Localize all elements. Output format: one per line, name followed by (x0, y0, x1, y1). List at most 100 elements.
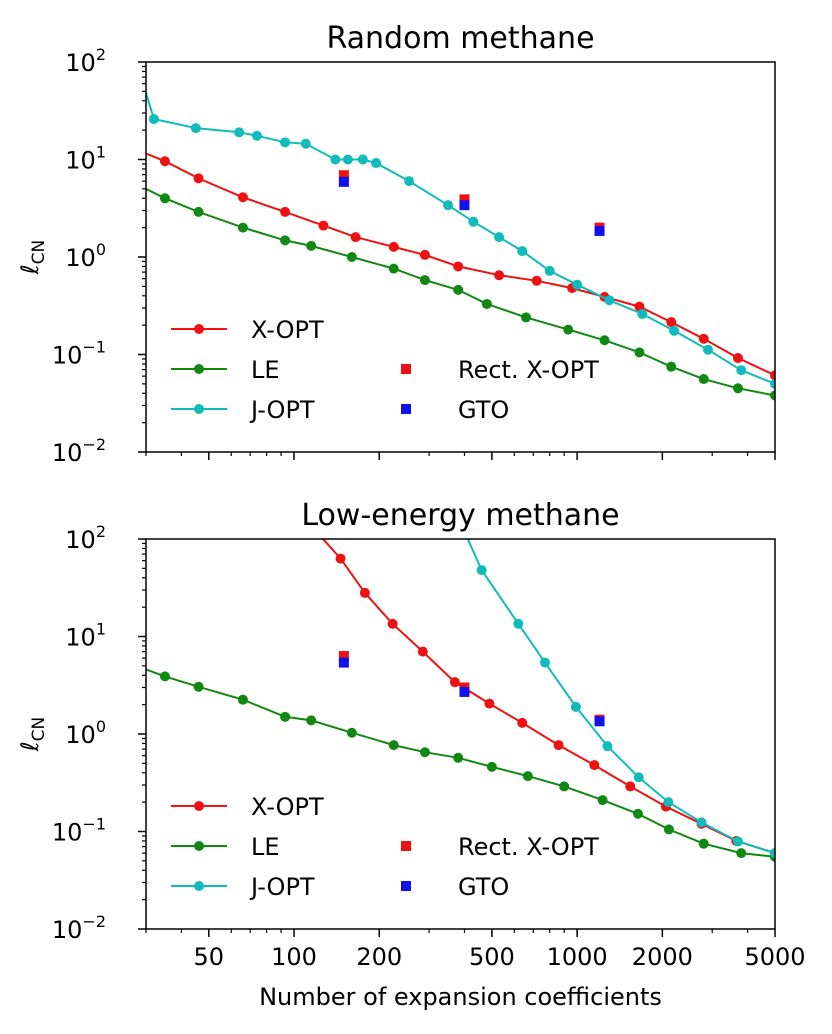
data-point (736, 848, 747, 859)
legend-item: Rect. X-OPT (401, 356, 599, 384)
data-point (539, 657, 550, 668)
data-point (698, 374, 709, 385)
data-point (190, 123, 201, 134)
legend-marker (194, 324, 204, 334)
data-point (633, 772, 644, 783)
x-tick-label: 200 (356, 943, 402, 971)
data-point (572, 279, 583, 290)
legend-label: J-OPT (249, 873, 315, 901)
y-tick-label: 10−2 (52, 435, 106, 467)
data-point (159, 156, 170, 167)
data-point (357, 154, 368, 165)
data-point (476, 565, 487, 576)
data-point (338, 651, 349, 662)
data-point (388, 241, 399, 252)
legend-item: X-OPT (171, 793, 324, 821)
data-point (770, 390, 775, 401)
legend-item: X-OPT (171, 316, 324, 344)
legend-item: Rect. X-OPT (401, 833, 599, 861)
data-point (486, 761, 497, 772)
y-tick-label: 100 (65, 717, 106, 749)
data-point (732, 383, 743, 394)
y-tick-label: 10−2 (52, 912, 106, 944)
data-point (544, 265, 555, 276)
series-line (466, 539, 775, 855)
data-point (513, 618, 524, 629)
y-tick-label: 10−1 (52, 815, 106, 847)
legend-marker (194, 404, 204, 414)
data-point (338, 170, 349, 181)
data-point (419, 249, 430, 260)
data-point (594, 716, 605, 727)
data-point (237, 192, 248, 203)
legend-label: X-OPT (251, 316, 324, 344)
legend: X-OPT LE J-OPT Rect. X-OPT GTO (171, 793, 599, 901)
data-point (237, 222, 248, 233)
data-point (318, 220, 329, 231)
data-point (449, 677, 460, 688)
data-point (346, 252, 357, 262)
data-point (148, 114, 159, 125)
data-point (419, 275, 430, 286)
legend-label: GTO (458, 396, 509, 424)
data-point (597, 795, 608, 806)
data-point (342, 154, 353, 165)
data-point (252, 130, 263, 141)
data-point (625, 781, 636, 792)
data-point (459, 194, 470, 205)
x-axis-label: Number of expansion coefficients (259, 983, 662, 1011)
data-point (522, 771, 533, 782)
legend-label: LE (251, 833, 280, 861)
data-point (770, 378, 775, 389)
data-point (666, 317, 677, 328)
data-point (770, 848, 775, 859)
plot-area (146, 92, 775, 401)
data-point (280, 235, 291, 246)
data-point (481, 298, 492, 309)
series-le (146, 188, 775, 401)
data-point (732, 353, 743, 364)
legend-marker (401, 364, 411, 374)
y-tick-label: 102 (65, 45, 106, 77)
data-point (666, 361, 677, 372)
y-axis-label: ℓCN (16, 717, 49, 753)
random-methane-panel: Random methane 10−2 10−1 100 101 102 ℓCN X-OPT L… (16, 21, 776, 467)
low-energy-methane-panel: Low-energy methane 50 100 200 500 1000 2000 500… (16, 498, 806, 1011)
data-point (563, 324, 574, 335)
data-point (453, 261, 464, 272)
data-point (484, 698, 495, 709)
legend-marker (194, 841, 204, 851)
legend-item: LE (171, 356, 280, 384)
data-point (599, 335, 610, 346)
data-point (468, 216, 479, 227)
x-tick-label: 100 (271, 943, 317, 971)
data-point (517, 717, 528, 728)
data-point (570, 701, 581, 712)
data-point (193, 173, 204, 184)
legend-item: J-OPT (171, 396, 315, 424)
data-point (335, 553, 346, 564)
data-point (388, 263, 399, 274)
data-point (280, 137, 291, 148)
legend-label: Rect. X-OPT (458, 356, 599, 384)
data-point (698, 838, 709, 849)
data-point (632, 808, 643, 819)
series-j-opt (466, 539, 775, 859)
data-point (417, 646, 428, 657)
data-point (770, 370, 775, 381)
legend-label: GTO (458, 873, 509, 901)
data-point (736, 365, 747, 376)
legend-label: X-OPT (251, 793, 324, 821)
data-point (193, 206, 204, 217)
legend-marker (401, 404, 411, 414)
legend-label: LE (251, 356, 280, 384)
data-point (732, 836, 743, 847)
data-point (443, 200, 454, 211)
data-point (338, 176, 349, 187)
data-point (494, 232, 505, 243)
legend-item: GTO (401, 873, 509, 901)
data-point (346, 727, 357, 738)
data-point (350, 232, 361, 243)
series-x-opt (146, 152, 775, 381)
